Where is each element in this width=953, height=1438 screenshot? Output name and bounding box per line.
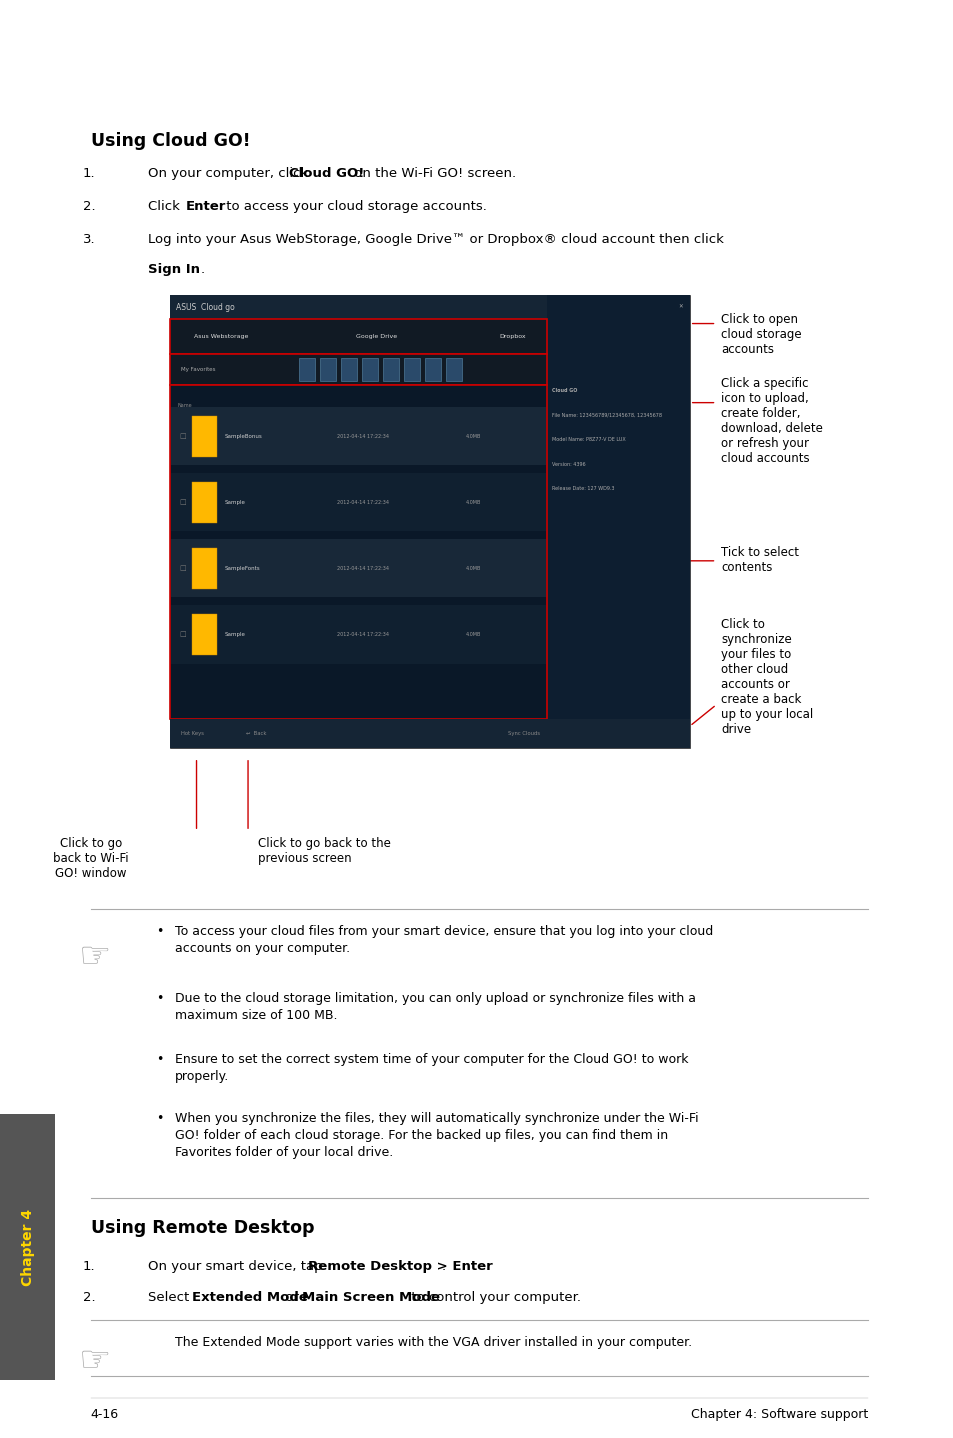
Text: The Extended Mode support varies with the VGA driver installed in your computer.: The Extended Mode support varies with th… <box>174 1336 691 1349</box>
Text: Click to open
cloud storage
accounts: Click to open cloud storage accounts <box>720 313 801 357</box>
Bar <box>171 605 545 663</box>
Text: Google Drive: Google Drive <box>355 334 396 339</box>
Text: Sample: Sample <box>224 500 245 505</box>
Bar <box>192 548 216 590</box>
Text: Sign In: Sign In <box>148 263 200 276</box>
Bar <box>319 358 335 381</box>
Text: 4.0MB: 4.0MB <box>465 434 480 439</box>
Text: □: □ <box>179 565 186 571</box>
Text: □: □ <box>179 433 186 439</box>
Text: SampleFonts: SampleFonts <box>224 567 259 571</box>
Text: Extended Mode: Extended Mode <box>192 1291 307 1304</box>
Text: ASUS  Cloud go: ASUS Cloud go <box>175 302 234 312</box>
Text: •: • <box>155 1053 163 1066</box>
Text: Cloud GO: Cloud GO <box>551 388 577 393</box>
Text: 4.0MB: 4.0MB <box>465 500 480 505</box>
Text: 2012-04-14 17:22:34: 2012-04-14 17:22:34 <box>336 567 389 571</box>
Bar <box>403 358 419 381</box>
Text: .: . <box>200 263 204 276</box>
Text: •: • <box>155 925 163 938</box>
Bar <box>424 358 440 381</box>
Bar <box>170 319 546 354</box>
Text: on the Wi-Fi GO! screen.: on the Wi-Fi GO! screen. <box>350 167 516 180</box>
Text: 2.: 2. <box>83 1291 95 1304</box>
Text: 1.: 1. <box>83 167 95 180</box>
Text: Using Remote Desktop: Using Remote Desktop <box>91 1219 314 1238</box>
Text: Ensure to set the correct system time of your computer for the Cloud GO! to work: Ensure to set the correct system time of… <box>174 1053 687 1083</box>
Text: 3.: 3. <box>83 233 95 246</box>
Text: 4.0MB: 4.0MB <box>465 567 480 571</box>
Bar <box>192 482 216 522</box>
Bar <box>171 473 545 531</box>
Text: Sync Clouds: Sync Clouds <box>508 731 540 736</box>
Bar <box>170 354 546 385</box>
Text: •: • <box>155 992 163 1005</box>
Bar <box>192 416 216 457</box>
Text: Main Screen Mode: Main Screen Mode <box>302 1291 440 1304</box>
Text: •: • <box>155 1112 163 1125</box>
Bar <box>170 295 689 319</box>
Text: SampleBonus: SampleBonus <box>224 434 262 439</box>
Text: Dropbox: Dropbox <box>498 334 525 339</box>
Text: 4-16: 4-16 <box>91 1408 118 1421</box>
Text: 2012-04-14 17:22:34: 2012-04-14 17:22:34 <box>336 434 389 439</box>
Text: Cloud GO!: Cloud GO! <box>289 167 364 180</box>
Bar <box>340 358 356 381</box>
Text: □: □ <box>179 631 186 637</box>
Bar <box>171 407 545 464</box>
Text: Select: Select <box>148 1291 193 1304</box>
Text: Chapter 4: Chapter 4 <box>21 1209 34 1286</box>
Text: Model Name: P8Z77-V DE LUX: Model Name: P8Z77-V DE LUX <box>551 437 624 441</box>
Text: Click a specific
icon to upload,
create folder,
download, delete
or refresh your: Click a specific icon to upload, create … <box>720 377 822 464</box>
Text: To access your cloud files from your smart device, ensure that you log into your: To access your cloud files from your sma… <box>174 925 712 955</box>
Text: Name: Name <box>177 403 192 407</box>
Text: Click: Click <box>148 200 184 213</box>
Text: 4.0MB: 4.0MB <box>465 633 480 637</box>
Bar <box>192 614 216 656</box>
Bar <box>0 1114 55 1380</box>
Text: Hot Keys: Hot Keys <box>181 731 204 736</box>
Text: When you synchronize the files, they will automatically synchronize under the Wi: When you synchronize the files, they wil… <box>174 1112 698 1159</box>
Bar <box>361 358 377 381</box>
Text: ☞: ☞ <box>79 939 112 974</box>
Text: Click to go back to the
previous screen: Click to go back to the previous screen <box>257 837 390 864</box>
Text: ↩  Back: ↩ Back <box>246 731 266 736</box>
Text: ☞: ☞ <box>79 1343 112 1378</box>
Text: Click to
synchronize
your files to
other cloud
accounts or
create a back
up to y: Click to synchronize your files to other… <box>720 618 813 736</box>
Text: Chapter 4: Software support: Chapter 4: Software support <box>690 1408 867 1421</box>
Bar <box>170 385 546 719</box>
Text: □: □ <box>179 499 186 505</box>
Bar <box>445 358 461 381</box>
Text: to control your computer.: to control your computer. <box>407 1291 580 1304</box>
Bar <box>171 539 545 597</box>
Bar <box>382 358 398 381</box>
Text: Sample: Sample <box>224 633 245 637</box>
Text: Log into your Asus WebStorage, Google Drive™ or Dropbox® cloud account then clic: Log into your Asus WebStorage, Google Dr… <box>148 233 723 246</box>
Text: ✕: ✕ <box>678 305 682 309</box>
Text: Enter: Enter <box>186 200 226 213</box>
Text: On your smart device, tap: On your smart device, tap <box>148 1260 326 1273</box>
Bar <box>546 295 689 748</box>
Text: .: . <box>441 1260 445 1273</box>
Text: Using Cloud GO!: Using Cloud GO! <box>91 132 250 151</box>
Text: Click to go
back to Wi-Fi
GO! window: Click to go back to Wi-Fi GO! window <box>52 837 129 880</box>
Text: 2012-04-14 17:22:34: 2012-04-14 17:22:34 <box>336 633 389 637</box>
Bar <box>170 719 689 748</box>
Text: Version: 4396: Version: 4396 <box>551 462 584 466</box>
Text: On your computer, click: On your computer, click <box>148 167 312 180</box>
Text: 1.: 1. <box>83 1260 95 1273</box>
Text: or: or <box>281 1291 303 1304</box>
Text: Release Date: 127 WD9.3: Release Date: 127 WD9.3 <box>551 486 614 490</box>
Text: to access your cloud storage accounts.: to access your cloud storage accounts. <box>222 200 487 213</box>
Text: 2.: 2. <box>83 200 95 213</box>
Bar <box>298 358 314 381</box>
Text: Tick to select
contents: Tick to select contents <box>720 546 799 574</box>
Text: Remote Desktop > Enter: Remote Desktop > Enter <box>308 1260 493 1273</box>
Text: Asus Webstorage: Asus Webstorage <box>193 334 248 339</box>
Bar <box>170 295 689 748</box>
Text: My Favorites: My Favorites <box>181 367 215 372</box>
Text: File Name: 123456789/12345678, 12345678: File Name: 123456789/12345678, 12345678 <box>551 413 660 417</box>
Text: 2012-04-14 17:22:34: 2012-04-14 17:22:34 <box>336 500 389 505</box>
Text: Due to the cloud storage limitation, you can only upload or synchronize files wi: Due to the cloud storage limitation, you… <box>174 992 695 1022</box>
